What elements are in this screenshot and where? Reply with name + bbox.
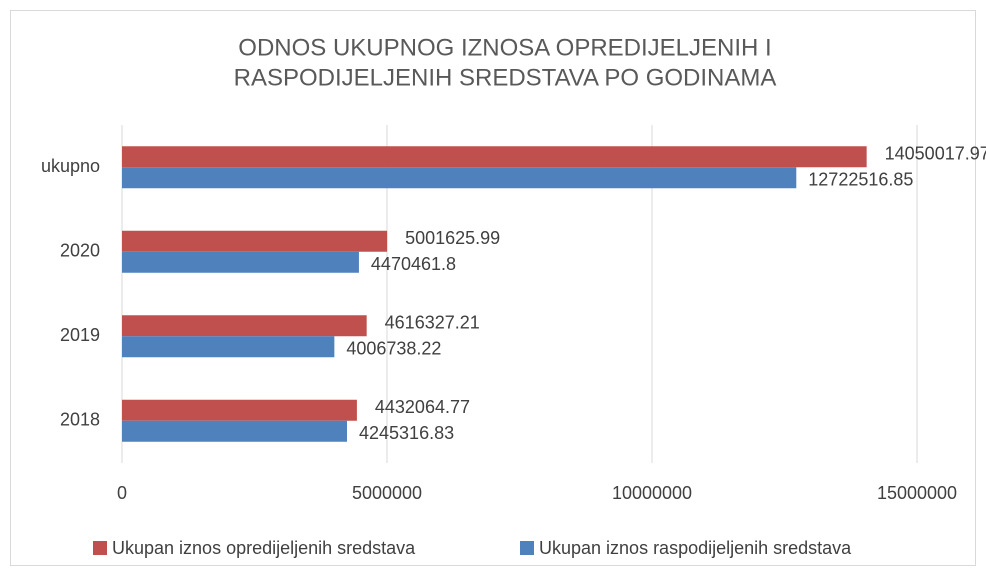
legend-swatch <box>93 541 107 555</box>
x-tick-label: 15000000 <box>877 483 957 503</box>
bar <box>122 230 388 252</box>
y-tick-label: 2019 <box>60 325 100 345</box>
x-tick-label: 10000000 <box>612 483 692 503</box>
data-label: 14050017.97 <box>885 144 986 164</box>
data-label: 4432064.77 <box>375 397 470 417</box>
bar <box>122 420 348 442</box>
legend-swatch <box>520 541 534 555</box>
chart-title: ODNOS UKUPNOG IZNOSA OPREDIJELJENIH I <box>238 34 771 61</box>
data-label: 5001625.99 <box>405 228 500 248</box>
data-label: 4470461.8 <box>371 254 456 274</box>
y-tick-label: 2020 <box>60 241 100 261</box>
data-label: 4245316.83 <box>359 423 454 443</box>
bar <box>122 315 367 337</box>
data-label: 4616327.21 <box>385 313 480 333</box>
chart-title: RASPODIJELJENIH SREDSTAVA PO GODINAMA <box>234 64 777 91</box>
bar <box>122 167 797 189</box>
legend-label: Ukupan iznos opredijeljenih sredstava <box>112 538 416 558</box>
x-tick-label: 5000000 <box>352 483 422 503</box>
y-tick-label: ukupno <box>41 156 100 176</box>
bar <box>122 146 867 168</box>
data-label: 12722516.85 <box>808 170 913 190</box>
legend-label: Ukupan iznos raspodijeljenih sredstava <box>539 538 852 558</box>
y-tick-label: 2018 <box>60 410 100 430</box>
bar <box>122 399 357 421</box>
bar <box>122 251 359 273</box>
chart-border <box>10 10 976 566</box>
data-label: 4006738.22 <box>346 339 441 359</box>
x-tick-label: 0 <box>117 483 127 503</box>
bar <box>122 336 335 358</box>
